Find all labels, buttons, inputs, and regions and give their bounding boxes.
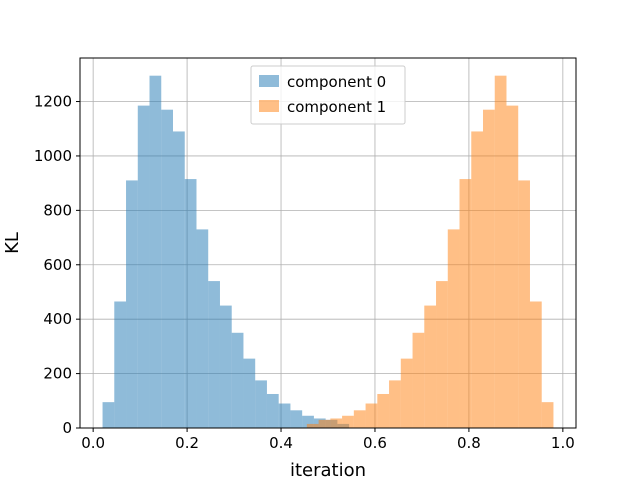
histogram-bar-component-0 [184, 179, 197, 428]
histogram-bar-component-0 [266, 393, 279, 428]
x-tick-label: 0.6 [363, 434, 387, 452]
legend: component 0 component 1 [250, 65, 406, 125]
histogram-bar-component-1 [447, 229, 460, 428]
histogram-bar-component-0 [302, 415, 314, 428]
histogram-bar-component-0 [196, 229, 209, 428]
histogram-bar-component-1 [494, 75, 507, 428]
histogram-bar-component-1 [412, 332, 425, 428]
legend-label-component-0: component 0 [287, 73, 386, 91]
histogram-bar-component-1 [459, 179, 472, 428]
histogram-bar-component-0 [290, 410, 303, 428]
histogram-bar-component-1 [330, 418, 343, 428]
histogram-bar-component-0 [102, 402, 115, 428]
histogram-bar-component-0 [126, 180, 138, 428]
histogram-bar-component-1 [342, 415, 354, 428]
histogram-bar-component-1 [436, 281, 448, 428]
histogram-bar-component-1 [471, 131, 483, 429]
x-axis-label: iteration [290, 460, 366, 480]
y-tick-label: 200 [43, 365, 72, 383]
histogram-bar-component-1 [306, 423, 319, 428]
histogram-bar-component-0 [255, 380, 267, 428]
x-tick-label: 0.4 [269, 434, 293, 452]
histogram-bar-component-1 [518, 180, 530, 428]
y-tick-label: 0 [62, 419, 72, 437]
histogram-bar-component-1 [377, 393, 390, 428]
histogram-bar-component-1 [424, 305, 437, 428]
histogram-bar-component-0 [149, 75, 162, 428]
histogram-bar-component-0 [173, 131, 185, 429]
histogram-bar-component-0 [114, 301, 127, 428]
histogram-bar-component-1 [529, 301, 542, 428]
y-tick-label: 400 [43, 310, 72, 328]
histogram-bar-component-0 [219, 305, 232, 428]
histogram-bar-component-1 [318, 419, 331, 428]
histogram-bar-component-1 [353, 410, 366, 428]
histogram-bar-component-1 [400, 358, 413, 428]
histogram-bars [102, 75, 554, 429]
legend-box [250, 65, 406, 125]
histogram-bar-component-1 [541, 402, 554, 428]
histogram-bar-component-0 [137, 105, 150, 428]
histogram-bar-component-0 [208, 281, 220, 428]
histogram-bar-component-0 [243, 358, 256, 428]
y-axis-label: KL [2, 232, 23, 254]
histogram-bar-component-1 [389, 380, 401, 428]
x-tick-label: 0.8 [457, 434, 481, 452]
histogram-bar-component-1 [506, 105, 519, 428]
y-tick-label: 1000 [34, 147, 72, 165]
histogram-bar-component-0 [231, 332, 244, 428]
x-tick-label: 0.0 [81, 434, 105, 452]
x-tick-label: 1.0 [551, 434, 575, 452]
legend-swatch-component-1 [259, 100, 279, 112]
histogram-bar-component-0 [161, 109, 173, 429]
legend-swatch-component-0 [259, 75, 279, 87]
plot-frame [79, 57, 577, 429]
y-tick-label: 800 [43, 201, 72, 219]
histogram-bar-component-1 [483, 109, 495, 429]
histogram-bar-component-0 [278, 403, 291, 428]
x-tick-label: 0.2 [175, 434, 199, 452]
legend-label-component-1: component 1 [287, 98, 386, 116]
axis-ticks: 0.0 0.2 0.4 0.6 0.8 1.0 0 200 400 600 800 1000 1200 [34, 93, 575, 452]
y-tick-label: 1200 [34, 93, 72, 111]
y-tick-label: 600 [43, 256, 72, 274]
histogram-bar-component-1 [365, 403, 378, 428]
